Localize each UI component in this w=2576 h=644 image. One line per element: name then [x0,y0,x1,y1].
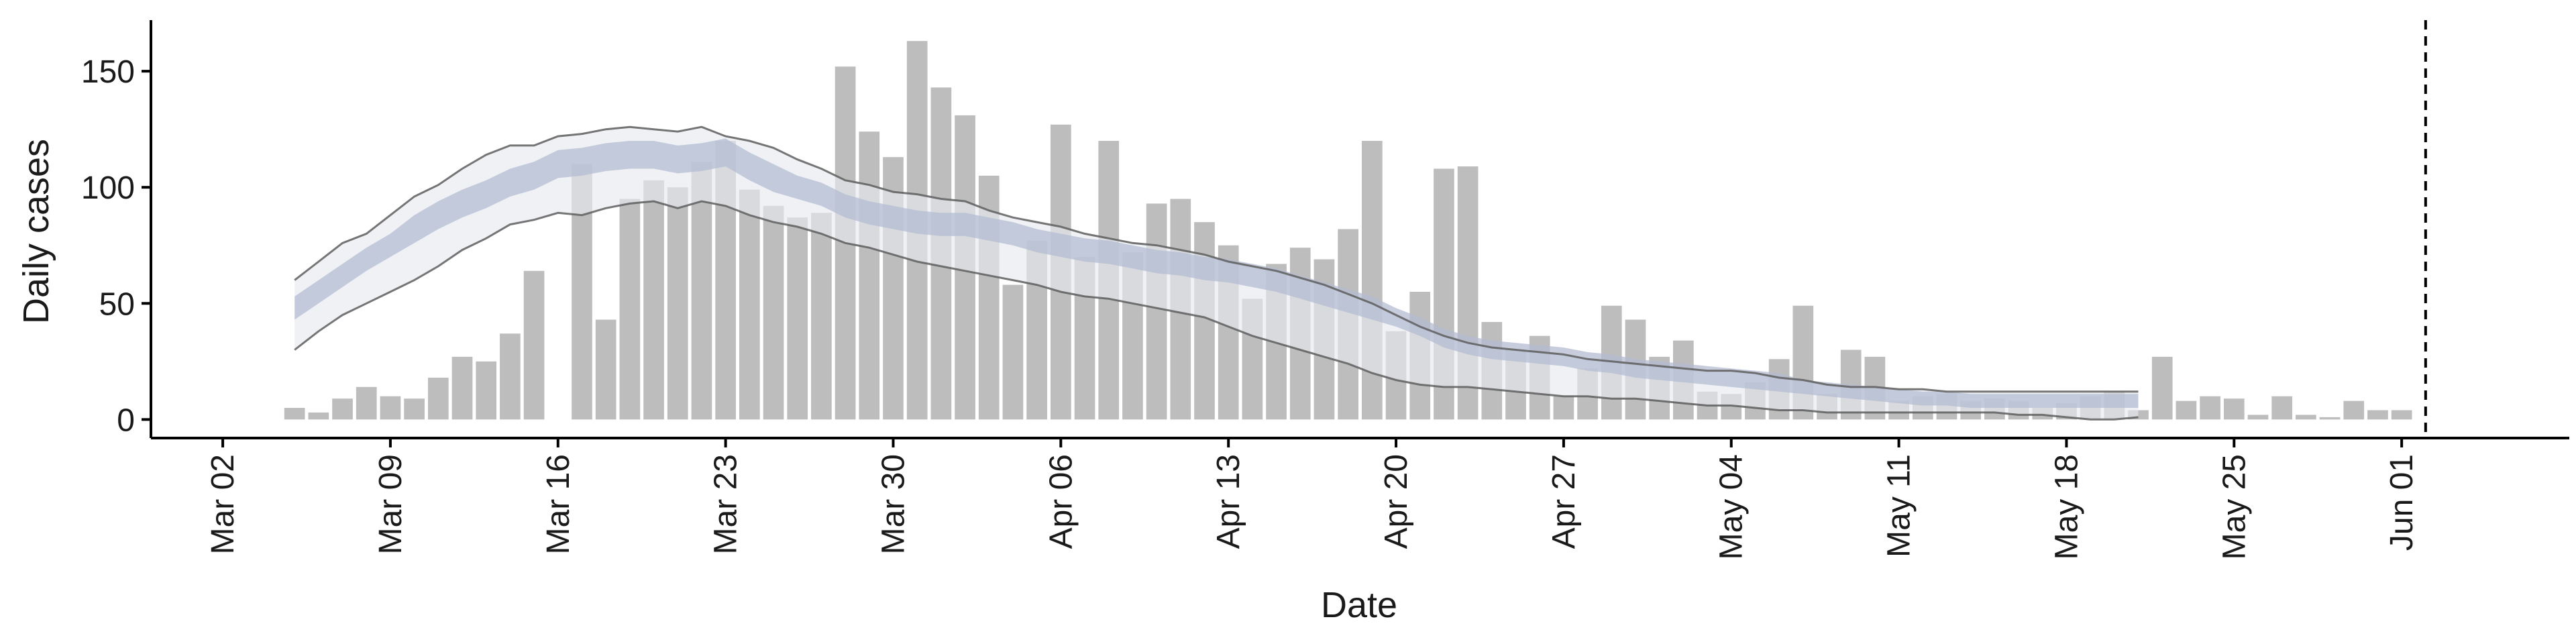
x-tick-label: Mar 30 [875,454,911,554]
bar [763,205,784,420]
x-tick-label: Jun 01 [2384,454,2420,551]
bar [476,361,497,420]
bar [427,378,449,420]
upper-bound-line [294,125,2139,393]
bar [619,199,641,420]
bar [595,319,616,420]
bar [787,217,808,420]
x-tick-label: May 11 [1882,454,1917,557]
bar [2296,415,2316,420]
y-tick-label: 150 [81,54,135,90]
bar [2319,417,2341,420]
bar [2367,410,2388,420]
bar [523,270,545,420]
bar [500,333,521,420]
bar [2223,398,2245,420]
bar [1553,396,1574,420]
bar [284,408,305,420]
x-tick-label: Mar 09 [373,454,409,554]
bar [643,180,664,420]
y-tick-label: 50 [99,286,135,322]
bar [451,356,473,420]
y-tick-label: 100 [81,170,135,206]
lower-bound-line [294,200,2139,421]
y-tick-label: 0 [117,402,135,438]
bar [739,189,760,420]
x-tick-label: May 25 [2216,454,2252,559]
bar [667,187,688,420]
inner-interval-band [294,138,2139,408]
x-tick-label: Apr 20 [1379,454,1414,549]
bar [2176,400,2197,420]
bar [2343,400,2365,420]
bar [2200,396,2220,420]
bar [811,213,832,420]
x-tick-label: Mar 23 [708,454,744,554]
bar [2391,410,2412,420]
y-axis-title: Daily cases [16,139,56,324]
bar [332,398,353,420]
axes-layer: 0 50 100 150 Mar 02 Mar 09 Mar 16 Mar 23 Mar 30 A… [81,20,2569,559]
x-tick-label: Apr 27 [1546,454,1582,549]
x-tick-label: Mar 16 [541,454,576,554]
bar [404,398,425,420]
x-tick-label: Apr 13 [1211,454,1246,549]
bar [2271,396,2293,420]
bar [691,162,712,420]
x-tick-label: Mar 02 [205,454,241,554]
bar [380,396,401,420]
bar [859,131,880,420]
bar [1002,284,1024,420]
bar [1361,140,1383,420]
x-tick-label: May 04 [1714,454,1750,559]
x-tick-label: Apr 06 [1043,454,1079,549]
bar [2151,356,2173,420]
x-axis-title: Date [1321,585,1397,625]
x-tick-label: May 18 [2049,454,2084,559]
bar [2247,415,2269,420]
bar [356,386,377,420]
bar [1146,203,1167,420]
bar [308,412,329,420]
band-layer [294,125,2139,421]
